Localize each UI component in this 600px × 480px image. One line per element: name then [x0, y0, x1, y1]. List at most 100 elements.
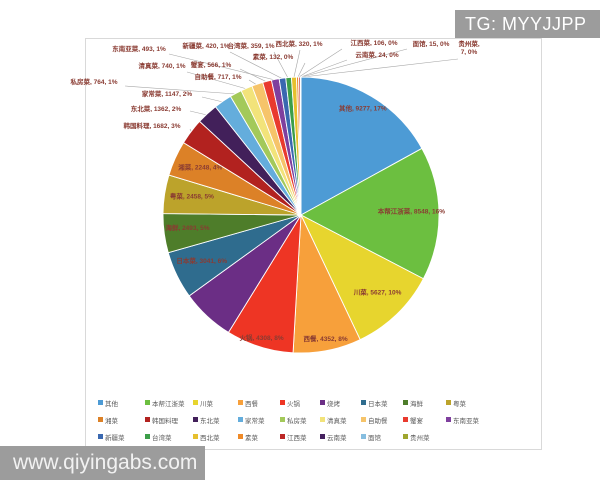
leader-line: [201, 96, 224, 103]
callout-label: 台湾菜, 359, 1%: [227, 43, 275, 50]
legend-marker: [320, 434, 325, 439]
legend-label: 家常菜: [245, 417, 265, 425]
slice-label: 其他, 9277, 17%: [339, 104, 387, 113]
legend-marker: [238, 417, 243, 422]
leader-line: [298, 48, 343, 78]
legend-label: 本帮江浙菜: [152, 400, 185, 408]
slice-label: 粤菜, 2458, 5%: [170, 191, 214, 200]
callout-label: 贵州菜, 7, 0%: [458, 41, 480, 56]
legend-label: 粤菜: [453, 400, 466, 408]
legend-marker: [280, 400, 285, 405]
slice-label: 日本菜, 3041, 6%: [176, 256, 227, 265]
legend-label: 素菜: [245, 434, 258, 442]
legend-label: 西北菜: [200, 434, 220, 442]
legend-marker: [320, 417, 325, 422]
chart-frame: 其他, 9277, 17% 本帮江浙菜, 8548, 16% 川菜, 5627, 1…: [71, 38, 542, 450]
leader-line: [189, 110, 208, 116]
callout-label: 新疆菜, 420, 1%: [182, 43, 230, 50]
legend-item: 私房菜: [280, 411, 320, 428]
watermark-bottom-left: www.qiyingabs.com: [0, 446, 205, 480]
legend-label: 湘菜: [105, 417, 118, 425]
legend-item: 西餐: [238, 394, 280, 411]
pie-slice: [300, 76, 423, 216]
leader-line: [239, 68, 268, 83]
legend-marker: [145, 400, 150, 405]
legend-marker: [193, 400, 198, 405]
legend-marker: [320, 400, 325, 405]
legend-label: 韩国料理: [152, 417, 178, 425]
legend-marker: [361, 417, 366, 422]
legend-label: 日本菜: [368, 400, 388, 408]
leader-line: [124, 85, 237, 95]
leader-line: [301, 48, 408, 78]
leader-line: [273, 51, 289, 79]
callout-label: 云南菜, 24, 0%: [355, 52, 399, 59]
pie-chart-svg: 其他, 9277, 17% 本帮江浙菜, 8548, 16% 川菜, 5627, 1…: [124, 48, 459, 354]
legend-item: 本帮江浙菜: [145, 394, 193, 411]
legend-item: 韩国料理: [145, 411, 193, 428]
legend-item: 家常菜: [238, 411, 280, 428]
legend-marker: [238, 400, 243, 405]
callout-label: 东北菜, 1362, 2%: [130, 106, 182, 113]
slice-label: 西餐, 4352, 8%: [304, 334, 348, 343]
leader-line: [297, 62, 306, 78]
legend-label: 海鲜: [410, 400, 423, 408]
pie-slice: [300, 147, 440, 280]
slice-label: 湘菜, 2248, 4%: [178, 163, 222, 172]
leader-line: [300, 59, 348, 78]
slice-label: 川菜, 5627, 10%: [353, 288, 402, 297]
legend-marker: [446, 400, 451, 405]
legend-item: 海鲜: [403, 394, 446, 411]
legend-marker: [145, 417, 150, 422]
legend-marker: [193, 417, 198, 422]
legend-item: 东北菜: [193, 411, 238, 428]
callout-label: 私房菜, 764, 1%: [70, 79, 118, 86]
pie-slice: [300, 214, 424, 341]
legend-marker: [238, 434, 243, 439]
legend-marker: [403, 400, 408, 405]
leader-line: [168, 53, 276, 81]
legend-item: 其他: [98, 394, 145, 411]
legend-label: 新疆菜: [105, 434, 125, 442]
callout-label: 面馆, 15, 0%: [412, 41, 450, 48]
legend-label: 私房菜: [287, 417, 307, 425]
legend-label: 蟹宴: [410, 417, 423, 425]
callout-label: 自助餐, 717, 1%: [194, 74, 242, 81]
legend-item: 清真菜: [320, 411, 361, 428]
legend-marker: [361, 434, 366, 439]
legend-item: 粤菜: [446, 394, 493, 411]
legend-label: 江西菜: [287, 434, 307, 442]
legend-item: 火锅: [280, 394, 320, 411]
legend-label: 清真菜: [327, 417, 347, 425]
legend-marker: [98, 434, 103, 439]
watermark-top-right: TG: MYYJJPP: [455, 10, 600, 38]
legend-item: 蟹宴: [403, 411, 446, 428]
legend-marker: [361, 400, 366, 405]
leader-line: [186, 71, 248, 90]
legend-item: 台湾菜: [145, 428, 193, 445]
legend-label: 西餐: [245, 400, 258, 408]
legend-item: 云南菜: [320, 428, 361, 445]
legend-item: 素菜: [238, 428, 280, 445]
legend-item: 湘菜: [98, 411, 145, 428]
slice-label: 火锅, 4308, 8%: [240, 333, 284, 342]
legend-marker: [403, 434, 408, 439]
legend-label: 云南菜: [327, 434, 347, 442]
legend-label: 东北菜: [200, 417, 220, 425]
legend-marker: [193, 434, 198, 439]
legend-item: 烧烤: [320, 394, 361, 411]
legend-item: 面馆: [361, 428, 403, 445]
legend-marker: [446, 417, 451, 422]
legend-marker: [280, 417, 285, 422]
callout-label: 家常菜, 1147, 2%: [141, 91, 193, 98]
legend-label: 东南亚菜: [453, 417, 479, 425]
slice-label: 海鲜, 2493, 5%: [165, 223, 209, 232]
leader-line: [293, 49, 301, 78]
callout-label: 东南亚菜, 493, 1%: [112, 46, 166, 53]
legend-marker: [280, 434, 285, 439]
legend-label: 台湾菜: [152, 434, 172, 442]
legend-item: 自助餐: [361, 411, 403, 428]
legend-label: 贵州菜: [410, 434, 430, 442]
legend-label: 自助餐: [368, 417, 388, 425]
